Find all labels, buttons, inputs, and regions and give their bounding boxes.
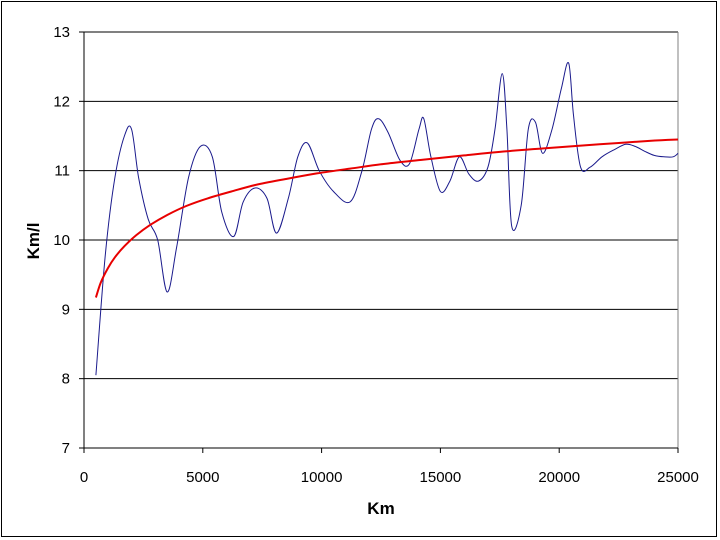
y-tick-label: 13 <box>53 24 70 41</box>
y-tick-label: 8 <box>62 371 70 388</box>
trend-line <box>94 138 679 298</box>
axes <box>79 31 679 453</box>
y-tick-label: 9 <box>62 301 70 318</box>
gridlines <box>84 31 679 448</box>
y-axis-title: Km/l <box>24 223 43 260</box>
x-tick-label: 20000 <box>538 469 580 486</box>
x-tick-label: 25000 <box>657 469 699 486</box>
y-tick-label: 12 <box>53 93 70 110</box>
y-tick-label: 10 <box>53 232 70 249</box>
x-tick-label: 10000 <box>301 469 343 486</box>
series-layer <box>94 61 679 376</box>
x-axis-title: Km <box>367 499 394 518</box>
x-tick-label: 5000 <box>186 469 219 486</box>
measured-line <box>95 61 679 376</box>
x-tick-label: 0 <box>80 469 88 486</box>
tick-labels: 7 8 9 10 11 12 13 0 5000 10000 15000 20000 25000 <box>53 24 699 486</box>
y-tick-label: 11 <box>54 163 70 180</box>
x-tick-label: 15000 <box>420 469 462 486</box>
y-tick-label: 7 <box>62 440 70 457</box>
